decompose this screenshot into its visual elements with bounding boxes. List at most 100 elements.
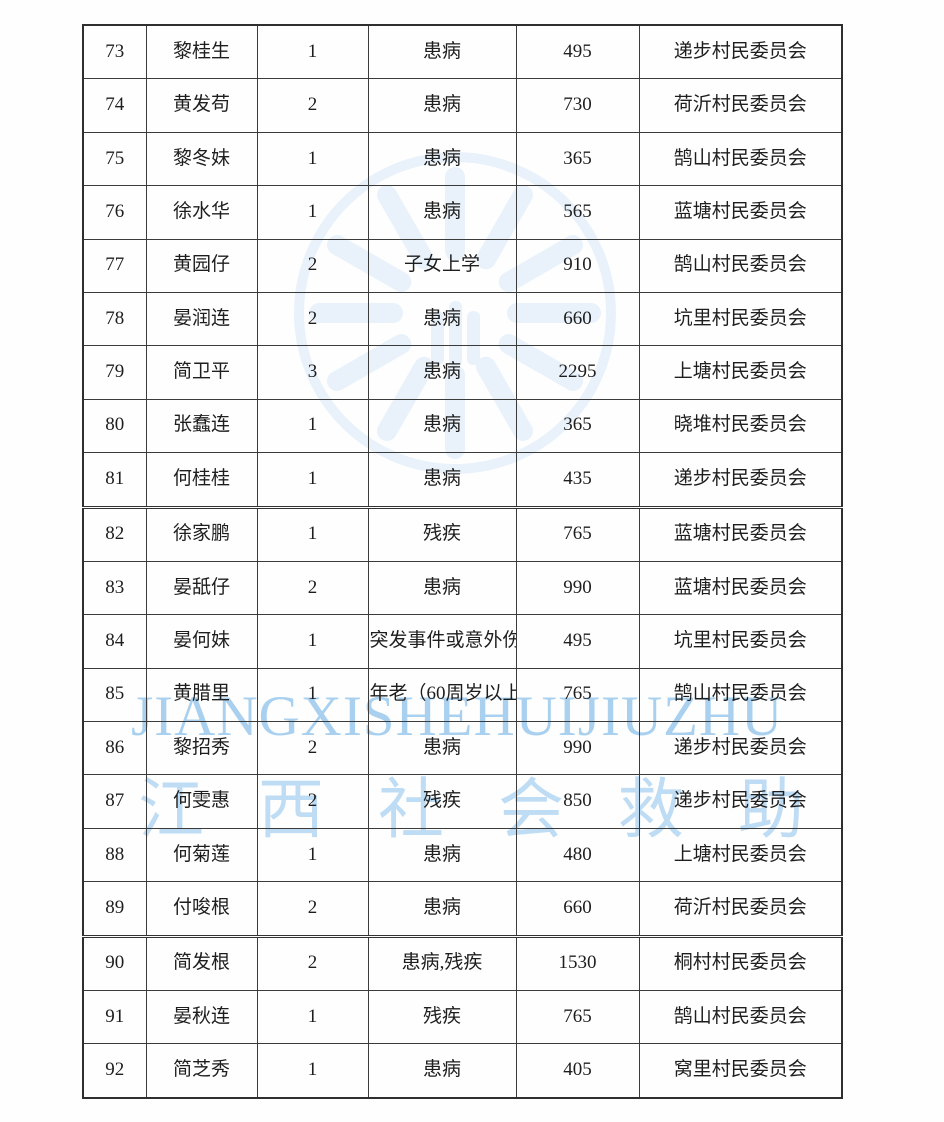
cell-count: 1 — [256, 614, 369, 669]
cell-count: 1 — [256, 185, 369, 240]
table-row: 81 何桂桂 1 患病 435 递步村民委员会 — [82, 452, 843, 508]
cell-count: 2 — [256, 934, 369, 992]
table-row: 77 黄园仔 2 子女上学 910 鹄山村民委员会 — [82, 238, 843, 293]
cell-count: 1 — [256, 1043, 369, 1099]
table-row: 82 徐家鹏 1 残疾 765 蓝塘村民委员会 — [82, 505, 843, 562]
cell-serial: 83 — [82, 560, 147, 616]
cell-name: 徐水华 — [145, 185, 258, 240]
cell-amount: 765 — [515, 667, 640, 723]
table-row: 91 晏秋连 1 残疾 765 鹄山村民委员会 — [82, 990, 843, 1045]
cell-amount: 765 — [515, 990, 640, 1045]
cell-amount: 730 — [515, 78, 640, 133]
table-row: 79 简卫平 3 患病 2295 上塘村民委员会 — [82, 345, 843, 400]
cell-village: 递步村民委员会 — [638, 452, 843, 508]
cell-name: 黎桂生 — [145, 24, 258, 80]
cell-serial: 86 — [82, 721, 147, 776]
cell-name: 付唆根 — [145, 881, 258, 937]
cell-village: 蓝塘村民委员会 — [638, 560, 843, 616]
table-row: 84 晏何妹 1 突发事件或意外伤 495 坑里村民委员会 — [82, 614, 843, 669]
cell-count: 1 — [256, 827, 369, 883]
cell-reason: 患病 — [367, 24, 517, 80]
table-row: 78 晏润连 2 患病 660 坑里村民委员会 — [82, 291, 843, 347]
cell-amount: 495 — [515, 614, 640, 669]
cell-village: 鹄山村民委员会 — [638, 990, 843, 1045]
table-row: 74 黄发苟 2 患病 730 荷沂村民委员会 — [82, 78, 843, 133]
cell-serial: 79 — [82, 345, 147, 400]
cell-serial: 78 — [82, 291, 147, 347]
cell-serial: 85 — [82, 667, 147, 723]
cell-reason: 子女上学 — [367, 238, 517, 293]
cell-reason: 患病,残疾 — [367, 934, 517, 992]
cell-count: 1 — [256, 398, 369, 454]
cell-village: 鹄山村民委员会 — [638, 667, 843, 723]
cell-reason: 残疾 — [367, 990, 517, 1045]
cell-reason: 患病 — [367, 827, 517, 883]
cell-reason: 残疾 — [367, 505, 517, 562]
cell-reason: 患病 — [367, 560, 517, 616]
cell-count: 1 — [256, 24, 369, 80]
cell-name: 晏润连 — [145, 291, 258, 347]
table-row: 85 黄腊里 1 年老（60周岁以上 765 鹄山村民委员会 — [82, 667, 843, 723]
cell-amount: 990 — [515, 721, 640, 776]
cell-reason: 患病 — [367, 721, 517, 776]
cell-count: 2 — [256, 721, 369, 776]
table-row: 86 黎招秀 2 患病 990 递步村民委员会 — [82, 721, 843, 776]
cell-serial: 76 — [82, 185, 147, 240]
cell-serial: 75 — [82, 131, 147, 187]
cell-serial: 73 — [82, 24, 147, 80]
cell-village: 上塘村民委员会 — [638, 345, 843, 400]
table-row: 76 徐水华 1 患病 565 蓝塘村民委员会 — [82, 185, 843, 240]
cell-amount: 2295 — [515, 345, 640, 400]
cell-amount: 765 — [515, 505, 640, 562]
cell-name: 简芝秀 — [145, 1043, 258, 1099]
cell-name: 黎冬妹 — [145, 131, 258, 187]
cell-count: 1 — [256, 667, 369, 723]
cell-count: 2 — [256, 881, 369, 937]
cell-serial: 87 — [82, 774, 147, 829]
cell-reason: 患病 — [367, 345, 517, 400]
cell-count: 2 — [256, 291, 369, 347]
cell-village: 蓝塘村民委员会 — [638, 185, 843, 240]
cell-name: 何菊莲 — [145, 827, 258, 883]
cell-count: 3 — [256, 345, 369, 400]
cell-serial: 91 — [82, 990, 147, 1045]
cell-name: 何雯惠 — [145, 774, 258, 829]
cell-serial: 82 — [82, 505, 147, 562]
cell-amount: 405 — [515, 1043, 640, 1099]
cell-reason: 患病 — [367, 78, 517, 133]
cell-count: 2 — [256, 238, 369, 293]
cell-reason: 突发事件或意外伤 — [367, 614, 517, 669]
table-row: 80 张蠢连 1 患病 365 晓堆村民委员会 — [82, 398, 843, 454]
cell-count: 1 — [256, 990, 369, 1045]
cell-village: 桐村村民委员会 — [638, 934, 843, 992]
table-row: 90 简发根 2 患病,残疾 1530 桐村村民委员会 — [82, 934, 843, 992]
cell-reason: 患病 — [367, 1043, 517, 1099]
cell-name: 晏何妹 — [145, 614, 258, 669]
cell-reason: 患病 — [367, 291, 517, 347]
cell-reason: 患病 — [367, 452, 517, 508]
cell-amount: 365 — [515, 398, 640, 454]
table-row: 87 何雯惠 2 残疾 850 递步村民委员会 — [82, 774, 843, 829]
cell-village: 递步村民委员会 — [638, 721, 843, 776]
cell-village: 蓝塘村民委员会 — [638, 505, 843, 562]
cell-village: 鹄山村民委员会 — [638, 238, 843, 293]
table-row: 75 黎冬妹 1 患病 365 鹄山村民委员会 — [82, 131, 843, 187]
cell-serial: 74 — [82, 78, 147, 133]
cell-reason: 年老（60周岁以上 — [367, 667, 517, 723]
cell-name: 晏秋连 — [145, 990, 258, 1045]
cell-serial: 88 — [82, 827, 147, 883]
cell-reason: 患病 — [367, 185, 517, 240]
cell-reason: 患病 — [367, 398, 517, 454]
cell-name: 徐家鹏 — [145, 505, 258, 562]
cell-reason: 患病 — [367, 131, 517, 187]
cell-village: 递步村民委员会 — [638, 774, 843, 829]
cell-name: 黄腊里 — [145, 667, 258, 723]
cell-name: 简发根 — [145, 934, 258, 992]
cell-serial: 89 — [82, 881, 147, 937]
cell-count: 1 — [256, 452, 369, 508]
table-row: 88 何菊莲 1 患病 480 上塘村民委员会 — [82, 827, 843, 883]
cell-amount: 850 — [515, 774, 640, 829]
cell-village: 荷沂村民委员会 — [638, 78, 843, 133]
assistance-table: 73 黎桂生 1 患病 495 递步村民委员会 74 黄发苟 2 患病 730 荷沂村民委员会 75 黎冬… — [82, 24, 843, 1099]
